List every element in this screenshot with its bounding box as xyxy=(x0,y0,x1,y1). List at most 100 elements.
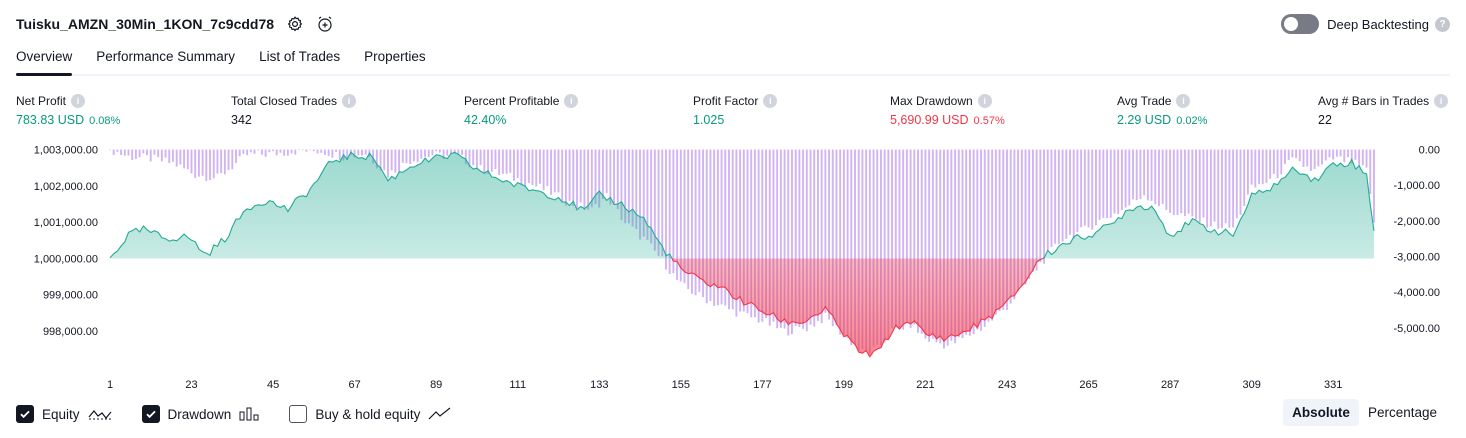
drawdown-bar xyxy=(272,149,274,152)
drawdown-bar xyxy=(494,149,497,170)
equity-drawdown-chart[interactable]: 1,003,000.00 1,002,000.00 1,001,000.00 1,00… xyxy=(0,138,1466,396)
tab-performance-summary[interactable]: Performance Summary xyxy=(96,49,236,64)
x-axis-tick-label: 155 xyxy=(672,379,690,391)
drawdown-bar xyxy=(175,149,178,167)
drawdown-bar xyxy=(690,149,693,294)
drawdown-bar xyxy=(1143,149,1146,196)
drawdown-bar xyxy=(164,149,167,158)
drawdown-bar xyxy=(924,149,927,339)
stat-label: Net Profit xyxy=(16,94,67,108)
equity-checkbox[interactable]: Equity xyxy=(16,405,112,423)
drawdown-bar xyxy=(179,149,182,165)
tab-overview[interactable]: Overview xyxy=(16,46,73,76)
info-icon[interactable]: i xyxy=(1434,94,1449,108)
deep-backtesting-toggle[interactable] xyxy=(1281,14,1320,34)
drawdown-bar xyxy=(731,149,734,310)
drawdown-bar xyxy=(275,149,278,156)
drawdown-bar xyxy=(1339,149,1342,157)
drawdown-bar xyxy=(1024,149,1027,285)
drawdown-bar xyxy=(594,149,597,205)
drawdown-bar xyxy=(112,149,115,156)
drawdown-bar xyxy=(665,149,667,270)
gear-icon[interactable] xyxy=(286,15,304,33)
percentage-button[interactable]: Percentage xyxy=(1367,405,1437,420)
left-axis-tick-label: 999,000.00 xyxy=(43,290,98,302)
drawdown-bar xyxy=(661,149,664,257)
drawdown-bar xyxy=(568,149,571,201)
drawdown-bar xyxy=(1083,149,1086,226)
drawdown-bar xyxy=(379,149,382,171)
drawdown-bar xyxy=(253,149,256,154)
x-axis-tick-label: 177 xyxy=(753,379,771,391)
drawdown-bar xyxy=(1158,149,1160,207)
strategy-name: Tuisku_AMZN_30Min_1KON_7c9cdd78 xyxy=(16,16,275,32)
drawdown-bar xyxy=(1224,149,1227,224)
info-icon[interactable]: i xyxy=(977,94,992,108)
drawdown-bar xyxy=(1043,149,1045,264)
drawdown-bar xyxy=(572,149,575,207)
chart-svg[interactable]: 1,003,000.00 1,002,000.00 1,001,000.00 1,00… xyxy=(0,138,1466,396)
drawdown-bar xyxy=(1120,149,1123,211)
drawdown-bar xyxy=(223,149,226,175)
drawdown-bar xyxy=(579,149,582,203)
drawdown-bar xyxy=(1017,149,1020,292)
drawdown-bar xyxy=(839,149,842,335)
alarm-clock-plus-icon[interactable] xyxy=(316,15,334,33)
drawdown-bar xyxy=(835,149,838,326)
info-icon[interactable]: i xyxy=(342,94,357,108)
stats-row: Net Profit i 783.83 USD 0.08% Total Closed… xyxy=(0,94,1466,130)
info-icon[interactable]: i xyxy=(71,94,86,108)
x-axis-tick-label: 89 xyxy=(430,379,442,391)
drawdown-label: Drawdown xyxy=(167,406,232,422)
toggle-knob xyxy=(1284,17,1299,31)
drawdown-bar xyxy=(943,149,945,349)
drawdown-bar xyxy=(627,149,630,224)
stat-label: Total Closed Trades xyxy=(231,94,338,108)
drawdown-bar xyxy=(728,149,730,310)
drawdown-bar xyxy=(809,149,812,325)
drawdown-bar xyxy=(246,149,249,156)
drawdown-bar xyxy=(1117,149,1120,215)
drawdown-bar xyxy=(816,149,819,321)
tab-list-of-trades[interactable]: List of Trades xyxy=(259,49,341,64)
buy-hold-checkbox[interactable]: Buy & hold equity xyxy=(289,405,452,423)
drawdown-bar xyxy=(553,149,556,193)
stat-avg-bars-in-trades: Avg # Bars in Trades i 22 xyxy=(1318,94,1449,127)
info-icon[interactable]: i xyxy=(564,94,579,108)
stat-label: Percent Profitable xyxy=(464,94,560,108)
drawdown-checkbox[interactable]: Drawdown xyxy=(141,405,260,423)
drawdown-bar xyxy=(1298,149,1301,162)
drawdown-bar xyxy=(624,149,627,224)
drawdown-bar xyxy=(205,149,208,181)
drawdown-bar xyxy=(450,149,452,154)
drawdown-bar xyxy=(1020,149,1023,286)
checkbox-checked[interactable] xyxy=(16,405,34,423)
drawdown-bar xyxy=(657,149,660,257)
drawdown-bar xyxy=(687,149,690,290)
deep-backtesting: Deep Backtesting ? xyxy=(1281,14,1450,34)
info-icon[interactable]: i xyxy=(1176,94,1191,108)
drawdown-bar xyxy=(160,149,163,162)
equity-area xyxy=(110,152,1374,357)
drawdown-bar xyxy=(583,149,586,210)
stat-value: 42.40% xyxy=(464,113,507,127)
drawdown-bar xyxy=(705,149,708,304)
drawdown-bar xyxy=(331,149,334,158)
drawdown-bars-icon xyxy=(239,407,259,421)
stat-profit-factor: Profit Factor i 1.025 xyxy=(693,94,778,127)
info-icon[interactable]: i xyxy=(763,94,778,108)
drawdown-bar xyxy=(1172,149,1175,216)
chart-legend: Equity Drawdown Buy & hold equity xyxy=(16,402,482,426)
drawdown-bar xyxy=(201,149,204,176)
checkbox-unchecked[interactable] xyxy=(289,405,308,423)
left-axis-tick-label: 1,002,000.00 xyxy=(34,181,98,193)
drawdown-bar xyxy=(1209,149,1212,227)
drawdown-bar xyxy=(609,149,612,205)
drawdown-bar xyxy=(1191,149,1194,217)
help-icon[interactable]: ? xyxy=(1435,16,1450,32)
checkbox-checked[interactable] xyxy=(141,405,160,423)
absolute-button[interactable]: Absolute xyxy=(1283,399,1359,426)
equity-line-profit xyxy=(109,151,1375,259)
tab-properties[interactable]: Properties xyxy=(364,49,426,64)
drawdown-bar xyxy=(116,149,119,152)
